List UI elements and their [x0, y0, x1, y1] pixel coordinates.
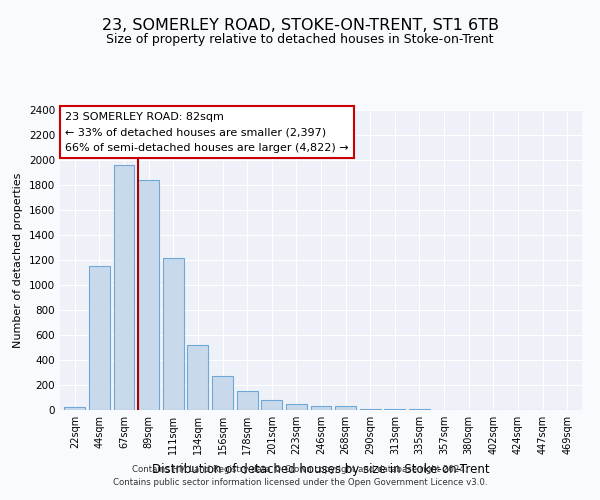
- Text: 23, SOMERLEY ROAD, STOKE-ON-TRENT, ST1 6TB: 23, SOMERLEY ROAD, STOKE-ON-TRENT, ST1 6…: [101, 18, 499, 32]
- Bar: [335, 406, 356, 410]
- Bar: [64, 407, 85, 410]
- Text: Contains HM Land Registry data © Crown copyright and database right 2024.: Contains HM Land Registry data © Crown c…: [132, 466, 468, 474]
- Bar: [236, 391, 257, 410]
- Text: Size of property relative to detached houses in Stoke-on-Trent: Size of property relative to detached ho…: [106, 32, 494, 46]
- Text: 23 SOMERLEY ROAD: 82sqm
← 33% of detached houses are smaller (2,397)
66% of semi: 23 SOMERLEY ROAD: 82sqm ← 33% of detache…: [65, 112, 349, 152]
- Bar: [385, 409, 406, 410]
- Bar: [89, 266, 110, 410]
- Bar: [212, 376, 233, 410]
- Text: Contains public sector information licensed under the Open Government Licence v3: Contains public sector information licen…: [113, 478, 487, 487]
- X-axis label: Distribution of detached houses by size in Stoke-on-Trent: Distribution of detached houses by size …: [152, 462, 490, 475]
- Bar: [113, 165, 134, 410]
- Bar: [187, 345, 208, 410]
- Y-axis label: Number of detached properties: Number of detached properties: [13, 172, 23, 348]
- Bar: [286, 404, 307, 410]
- Bar: [261, 400, 282, 410]
- Bar: [163, 258, 184, 410]
- Bar: [311, 406, 331, 410]
- Bar: [360, 408, 381, 410]
- Bar: [138, 180, 159, 410]
